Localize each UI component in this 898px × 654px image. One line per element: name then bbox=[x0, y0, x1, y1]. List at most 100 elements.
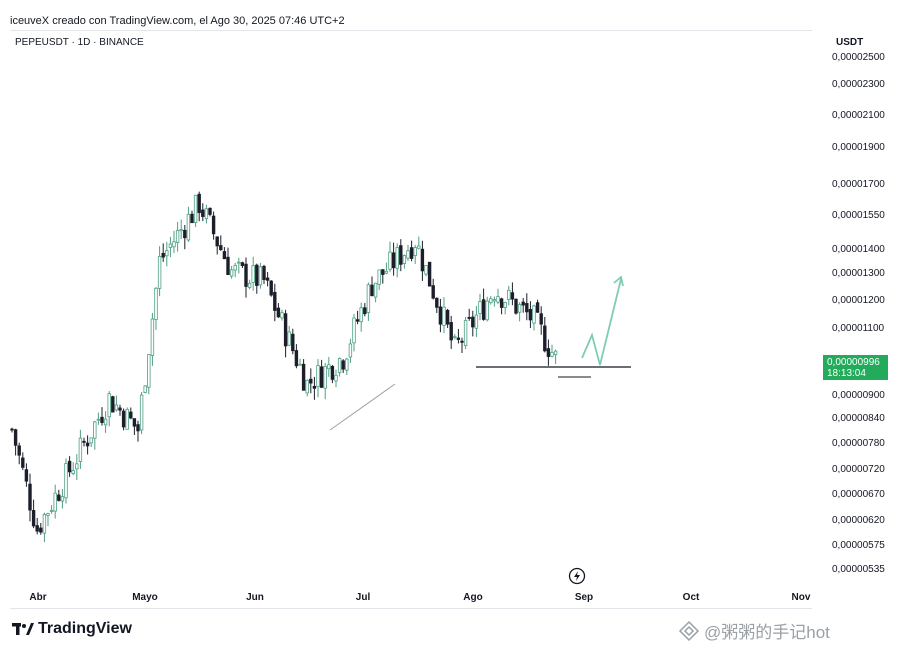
candle-body bbox=[334, 374, 338, 382]
candle-body bbox=[17, 445, 21, 456]
candle-body bbox=[13, 429, 18, 446]
candle-body bbox=[330, 365, 335, 380]
candle-body bbox=[46, 513, 50, 516]
candle-body bbox=[348, 343, 353, 358]
candle-body bbox=[381, 269, 385, 275]
candle-body bbox=[352, 317, 356, 344]
candle-body bbox=[258, 266, 263, 286]
candle-body bbox=[24, 469, 29, 482]
candle-body bbox=[139, 394, 144, 431]
candle-body bbox=[255, 264, 259, 286]
candle-body bbox=[413, 247, 417, 256]
candle-body bbox=[161, 252, 165, 258]
y-tick: 0,00002100 bbox=[832, 110, 885, 121]
candle-body bbox=[485, 300, 489, 321]
candle-body bbox=[435, 297, 439, 308]
candle-body bbox=[53, 492, 57, 512]
candle-body bbox=[539, 313, 543, 325]
candle-body bbox=[510, 292, 515, 300]
y-tick: 0,00000575 bbox=[832, 540, 885, 551]
candle-body bbox=[197, 193, 201, 214]
candle-body bbox=[337, 358, 342, 373]
candle-body bbox=[262, 265, 266, 280]
candle-body bbox=[208, 207, 212, 215]
candle-body bbox=[496, 296, 500, 303]
candle-body bbox=[118, 407, 122, 411]
rising-trendline bbox=[329, 383, 396, 431]
candle-body bbox=[287, 331, 291, 346]
candle-body bbox=[363, 307, 367, 315]
candle-body bbox=[373, 282, 378, 298]
x-tick: Abr bbox=[29, 592, 47, 603]
y-tick: 0,00000900 bbox=[832, 390, 885, 401]
candle-body bbox=[391, 252, 396, 269]
x-tick: Jun bbox=[246, 592, 264, 603]
candle-body bbox=[125, 408, 129, 430]
y-tick: 0,00001700 bbox=[832, 179, 885, 190]
candle-body bbox=[75, 463, 79, 470]
candle-body bbox=[341, 360, 345, 370]
current-price-value: 0,00000996 bbox=[827, 357, 880, 368]
candle-body bbox=[57, 494, 61, 501]
candle-body bbox=[471, 316, 475, 328]
candle-body bbox=[183, 229, 187, 239]
candle-body bbox=[71, 470, 75, 474]
candle-body bbox=[395, 247, 399, 269]
chart-attribution: iceuveX creado con TradingView.com, el A… bbox=[10, 15, 345, 27]
lightning-icon[interactable] bbox=[567, 567, 587, 587]
tradingview-logo-text: TradingView bbox=[38, 620, 132, 637]
candle-body bbox=[103, 418, 108, 426]
candle-body bbox=[129, 411, 133, 419]
candle-body bbox=[237, 261, 241, 264]
candle-body bbox=[301, 363, 306, 391]
candle-body bbox=[453, 336, 457, 339]
candle-body bbox=[179, 229, 183, 232]
current-price-tag: 0,00000996 18:13:04 bbox=[823, 355, 888, 380]
projected-path bbox=[581, 278, 622, 366]
candle-body bbox=[323, 366, 327, 389]
bar-countdown: 18:13:04 bbox=[827, 368, 866, 379]
candle-body bbox=[345, 358, 349, 371]
x-tick: Mayo bbox=[132, 592, 158, 603]
candle-body bbox=[49, 510, 54, 512]
candle-body bbox=[168, 243, 173, 248]
candle-body bbox=[409, 247, 414, 259]
y-tick: 0,00002500 bbox=[832, 52, 885, 63]
x-tick: Nov bbox=[791, 592, 811, 603]
candle-body bbox=[309, 378, 313, 384]
candle-body bbox=[60, 496, 65, 502]
candle-body bbox=[327, 364, 331, 370]
y-tick: 0,00000720 bbox=[832, 464, 885, 475]
watermark: @粥粥的手记hot bbox=[678, 618, 830, 643]
candle-body bbox=[147, 354, 151, 388]
candle-body bbox=[463, 320, 468, 347]
candle-body bbox=[28, 483, 32, 511]
candle-body bbox=[150, 318, 155, 356]
candle-body bbox=[291, 333, 295, 352]
candle-body bbox=[107, 393, 111, 418]
candle-body bbox=[42, 513, 47, 534]
candle-body bbox=[283, 313, 288, 347]
candle-body bbox=[190, 213, 194, 224]
candle-body bbox=[546, 348, 551, 357]
candle-body bbox=[35, 525, 39, 532]
candle-body bbox=[111, 396, 115, 413]
candle-body bbox=[89, 437, 93, 444]
candle-body bbox=[535, 302, 540, 313]
y-tick: 0,00001900 bbox=[832, 142, 885, 153]
chart-pane[interactable] bbox=[10, 30, 812, 609]
candle-body bbox=[96, 418, 101, 421]
candle-body bbox=[420, 248, 425, 272]
price-axis-unit: USDT bbox=[836, 37, 864, 48]
candle-body bbox=[215, 236, 219, 247]
candle-body bbox=[514, 298, 518, 314]
y-tick: 0,00001200 bbox=[832, 295, 885, 306]
candle-body bbox=[276, 307, 281, 318]
candle-body bbox=[229, 269, 234, 277]
candle-body bbox=[265, 277, 270, 281]
candle-body bbox=[424, 265, 428, 275]
tradingview-logo[interactable]: TradingView bbox=[12, 620, 132, 638]
candle-body bbox=[305, 379, 309, 394]
candle-body bbox=[438, 306, 443, 325]
